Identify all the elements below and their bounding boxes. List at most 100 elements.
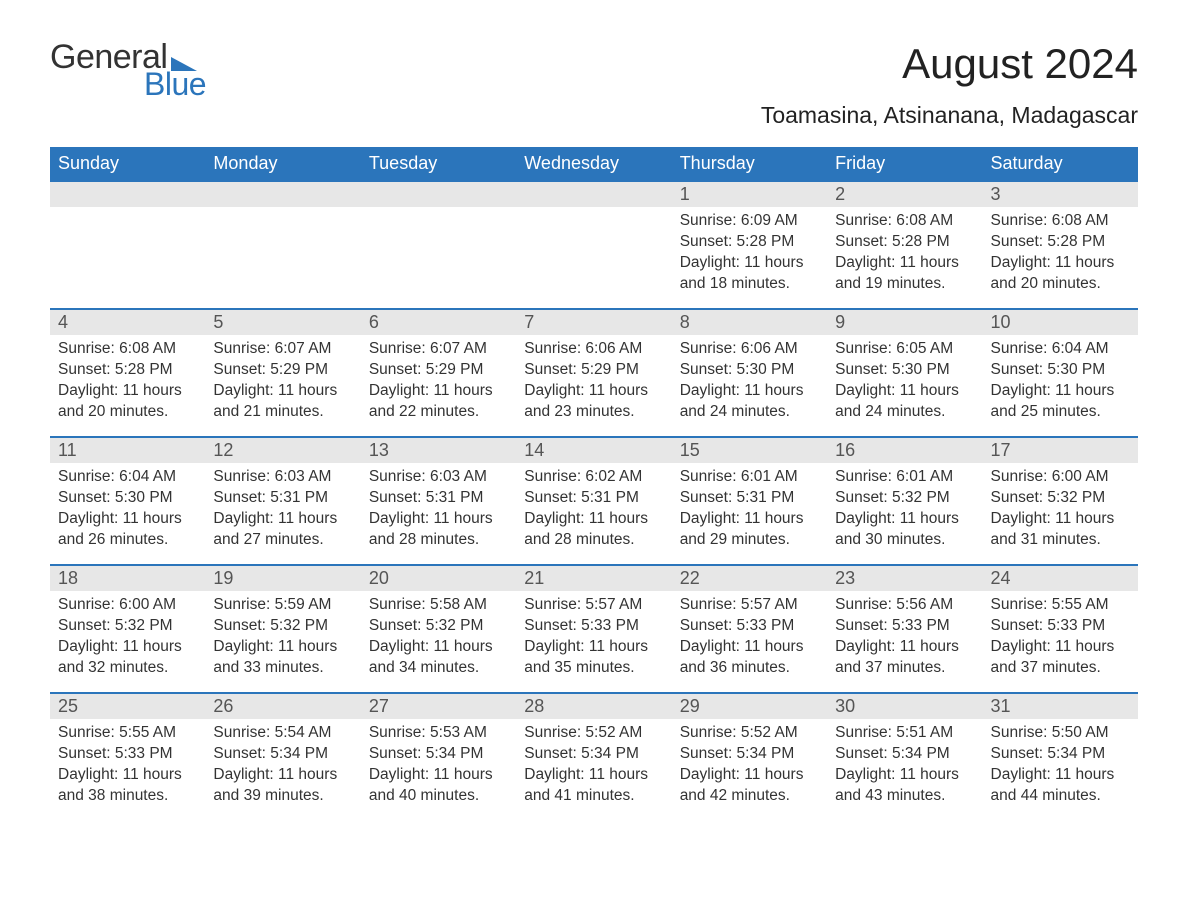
day-body: Sunrise: 5:53 AMSunset: 5:34 PMDaylight:… [361,719,516,815]
day-body: Sunrise: 6:07 AMSunset: 5:29 PMDaylight:… [205,335,360,431]
day-number [50,182,205,207]
day-cell: 19Sunrise: 5:59 AMSunset: 5:32 PMDayligh… [205,566,360,692]
day-number: 21 [516,566,671,591]
day-number: 30 [827,694,982,719]
day-line-dl1: Daylight: 11 hours [835,381,974,402]
day-line-dl2: and 20 minutes. [58,402,197,423]
day-line-sr: Sunrise: 5:55 AM [58,723,197,744]
day-header: Tuesday [361,147,516,180]
day-body: Sunrise: 5:55 AMSunset: 5:33 PMDaylight:… [983,591,1138,687]
day-line-sr: Sunrise: 6:06 AM [680,339,819,360]
day-body: Sunrise: 5:57 AMSunset: 5:33 PMDaylight:… [516,591,671,687]
day-number: 8 [672,310,827,335]
day-line-sr: Sunrise: 6:02 AM [524,467,663,488]
page-title: August 2024 [761,40,1138,88]
day-number: 9 [827,310,982,335]
day-cell: 5Sunrise: 6:07 AMSunset: 5:29 PMDaylight… [205,310,360,436]
day-line-ss: Sunset: 5:31 PM [369,488,508,509]
day-line-ss: Sunset: 5:34 PM [680,744,819,765]
day-line-ss: Sunset: 5:34 PM [213,744,352,765]
day-header: Sunday [50,147,205,180]
day-line-sr: Sunrise: 5:55 AM [991,595,1130,616]
day-number: 31 [983,694,1138,719]
day-line-sr: Sunrise: 5:59 AM [213,595,352,616]
day-line-dl2: and 30 minutes. [835,530,974,551]
day-line-dl1: Daylight: 11 hours [680,509,819,530]
day-cell: 30Sunrise: 5:51 AMSunset: 5:34 PMDayligh… [827,694,982,820]
day-line-sr: Sunrise: 6:04 AM [991,339,1130,360]
day-line-dl2: and 40 minutes. [369,786,508,807]
day-line-dl2: and 33 minutes. [213,658,352,679]
day-number: 6 [361,310,516,335]
day-header: Friday [827,147,982,180]
day-body: Sunrise: 6:08 AMSunset: 5:28 PMDaylight:… [983,207,1138,303]
day-body: Sunrise: 5:52 AMSunset: 5:34 PMDaylight:… [516,719,671,815]
day-cell: 29Sunrise: 5:52 AMSunset: 5:34 PMDayligh… [672,694,827,820]
day-line-dl2: and 39 minutes. [213,786,352,807]
day-line-dl2: and 42 minutes. [680,786,819,807]
day-line-ss: Sunset: 5:34 PM [369,744,508,765]
day-line-dl1: Daylight: 11 hours [991,637,1130,658]
day-line-dl2: and 23 minutes. [524,402,663,423]
day-cell: 14Sunrise: 6:02 AMSunset: 5:31 PMDayligh… [516,438,671,564]
week-row: 18Sunrise: 6:00 AMSunset: 5:32 PMDayligh… [50,564,1138,692]
day-number: 10 [983,310,1138,335]
day-number: 17 [983,438,1138,463]
day-cell: 10Sunrise: 6:04 AMSunset: 5:30 PMDayligh… [983,310,1138,436]
day-cell: 2 Sunrise: 6:08 AMSunset: 5:28 PMDaylight… [827,182,982,308]
day-line-sr: Sunrise: 6:03 AM [213,467,352,488]
day-line-sr: Sunrise: 6:04 AM [58,467,197,488]
day-line-ss: Sunset: 5:31 PM [680,488,819,509]
day-line-ss: Sunset: 5:28 PM [835,232,974,253]
week-row: 11Sunrise: 6:04 AMSunset: 5:30 PMDayligh… [50,436,1138,564]
day-line-dl2: and 28 minutes. [369,530,508,551]
day-line-dl2: and 32 minutes. [58,658,197,679]
day-cell: 17Sunrise: 6:00 AMSunset: 5:32 PMDayligh… [983,438,1138,564]
day-line-dl2: and 41 minutes. [524,786,663,807]
day-cell: 25Sunrise: 5:55 AMSunset: 5:33 PMDayligh… [50,694,205,820]
day-line-dl2: and 44 minutes. [991,786,1130,807]
day-line-sr: Sunrise: 6:01 AM [835,467,974,488]
day-cell: 13Sunrise: 6:03 AMSunset: 5:31 PMDayligh… [361,438,516,564]
day-line-dl2: and 24 minutes. [835,402,974,423]
day-line-dl2: and 25 minutes. [991,402,1130,423]
day-line-dl1: Daylight: 11 hours [680,765,819,786]
day-cell: 21Sunrise: 5:57 AMSunset: 5:33 PMDayligh… [516,566,671,692]
day-number: 2 [827,182,982,207]
day-number: 20 [361,566,516,591]
day-line-sr: Sunrise: 6:05 AM [835,339,974,360]
header: General Blue August 2024 Toamasina, Atsi… [50,40,1138,129]
day-line-dl1: Daylight: 11 hours [991,253,1130,274]
day-cell: 31Sunrise: 5:50 AMSunset: 5:34 PMDayligh… [983,694,1138,820]
day-line-dl1: Daylight: 11 hours [680,253,819,274]
title-block: August 2024 Toamasina, Atsinanana, Madag… [761,40,1138,129]
day-line-ss: Sunset: 5:34 PM [524,744,663,765]
day-line-dl2: and 37 minutes. [835,658,974,679]
day-line-sr: Sunrise: 6:03 AM [369,467,508,488]
week-row: 1Sunrise: 6:09 AMSunset: 5:28 PMDaylight… [50,180,1138,308]
day-line-sr: Sunrise: 6:08 AM [835,211,974,232]
day-line-ss: Sunset: 5:29 PM [213,360,352,381]
day-line-ss: Sunset: 5:32 PM [58,616,197,637]
day-line-ss: Sunset: 5:33 PM [524,616,663,637]
day-number: 4 [50,310,205,335]
day-number: 27 [361,694,516,719]
day-cell: 23Sunrise: 5:56 AMSunset: 5:33 PMDayligh… [827,566,982,692]
day-line-dl2: and 38 minutes. [58,786,197,807]
day-body: Sunrise: 6:07 AMSunset: 5:29 PMDaylight:… [361,335,516,431]
day-line-dl1: Daylight: 11 hours [213,381,352,402]
day-body: Sunrise: 6:03 AMSunset: 5:31 PMDaylight:… [205,463,360,559]
day-line-dl1: Daylight: 11 hours [835,253,974,274]
day-number: 15 [672,438,827,463]
day-header: Monday [205,147,360,180]
day-body: Sunrise: 6:06 AMSunset: 5:29 PMDaylight:… [516,335,671,431]
day-line-dl2: and 37 minutes. [991,658,1130,679]
day-line-dl1: Daylight: 11 hours [680,381,819,402]
day-line-dl1: Daylight: 11 hours [213,509,352,530]
day-line-dl1: Daylight: 11 hours [524,509,663,530]
day-line-ss: Sunset: 5:34 PM [835,744,974,765]
day-body: Sunrise: 5:58 AMSunset: 5:32 PMDaylight:… [361,591,516,687]
day-line-sr: Sunrise: 5:57 AM [680,595,819,616]
day-line-sr: Sunrise: 6:06 AM [524,339,663,360]
day-line-dl1: Daylight: 11 hours [58,765,197,786]
